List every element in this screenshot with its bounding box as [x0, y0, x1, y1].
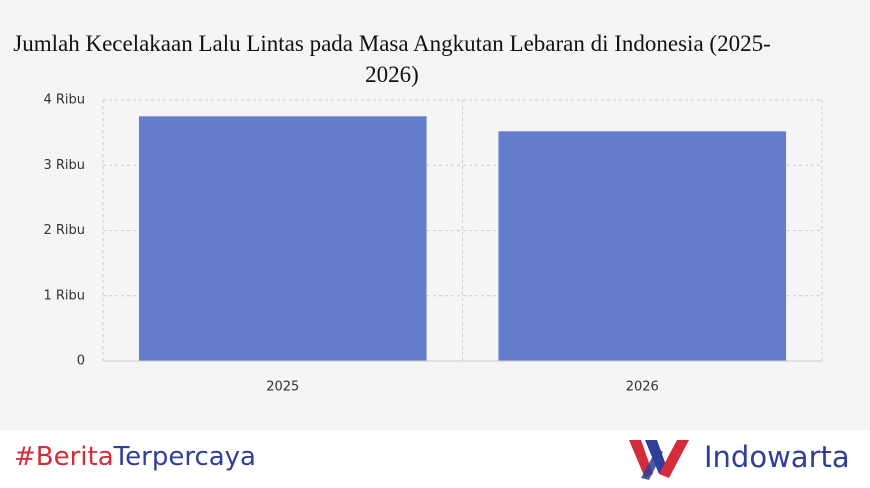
bar — [138, 116, 427, 361]
brand: Indowarta — [704, 440, 850, 474]
chart-title: Jumlah Kecelakaan Lalu Lintas pada Masa … — [13, 31, 771, 87]
hashtag-first: #Berita — [14, 442, 114, 472]
bar — [498, 131, 787, 361]
y-tick-label: 3 Ribu — [43, 158, 85, 173]
logo — [629, 440, 689, 480]
x-tick-label: 2026 — [626, 380, 659, 395]
x-tick-label: 2025 — [266, 380, 299, 395]
y-tick-label: 4 Ribu — [43, 93, 85, 108]
footer: #BeritaTerpercaya Indowarta — [0, 430, 870, 488]
y-tick-label: 0 — [77, 354, 85, 369]
chart: 0 1 Ribu 2 Ribu 3 Ribu 4 Ribu 2025 2026 — [43, 92, 823, 395]
y-tick-label: 1 Ribu — [43, 288, 85, 303]
hashtag: #BeritaTerpercaya — [14, 442, 256, 472]
y-tick-label: 2 Ribu — [43, 223, 85, 238]
hashtag-second: Terpercaya — [113, 442, 256, 472]
